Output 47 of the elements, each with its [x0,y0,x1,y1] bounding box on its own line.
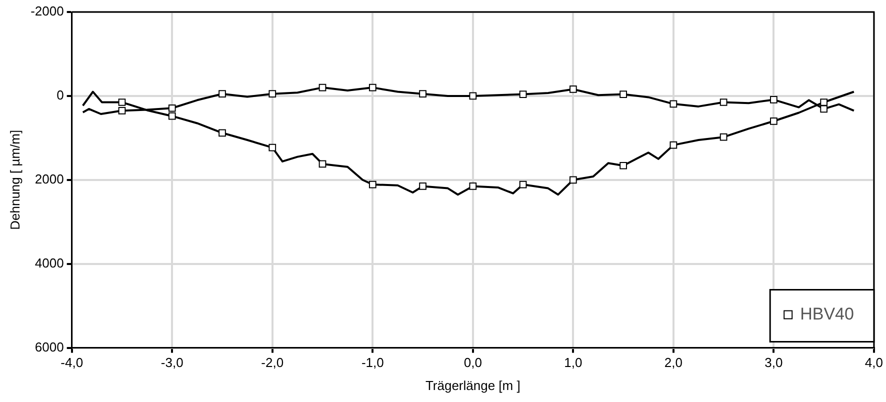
point [469,92,477,100]
point [620,90,627,98]
point [268,144,276,152]
x-axis-title: Trägerlänge [m ] [425,378,520,393]
point [770,117,778,125]
point [268,90,276,98]
x-tick-label: 0,0 [464,355,482,370]
y-tick-label: 2000 [34,171,64,186]
point [168,104,176,112]
point [168,112,176,120]
x-tick-label: -1,0 [361,355,384,370]
x-tick-label: -4,0 [60,355,84,370]
point [318,160,326,168]
y-tick-label: -2000 [30,4,64,19]
y-axis-title: Dehnung [ µm/m] [7,130,22,230]
point [519,90,527,98]
point [318,84,326,92]
point [670,141,678,149]
point [670,100,678,108]
point [118,98,126,106]
point [368,84,376,92]
point [218,129,226,137]
legend-label: HBV40 [800,304,854,324]
point [569,86,577,93]
point [218,90,226,98]
x-tick-label: 3,0 [764,355,783,370]
point [368,180,376,188]
y-tick-label: 6000 [34,339,64,354]
point [820,105,828,113]
y-tick-label: 0 [56,88,64,103]
point [469,182,477,190]
point [569,176,577,184]
x-tick-label: 1,0 [564,355,582,370]
point [820,98,828,106]
x-tick-label: 4,0 [864,355,884,370]
y-tick-label: 4000 [34,255,64,270]
point [720,133,728,141]
point [720,98,728,106]
point [419,90,426,98]
point [519,180,527,188]
x-tick-label: -3,0 [160,355,184,370]
point [419,182,426,190]
x-tick-label: 2,0 [664,355,682,370]
point [118,106,126,114]
point [620,162,627,170]
x-tick-label: -2,0 [261,355,284,370]
point [770,96,778,104]
